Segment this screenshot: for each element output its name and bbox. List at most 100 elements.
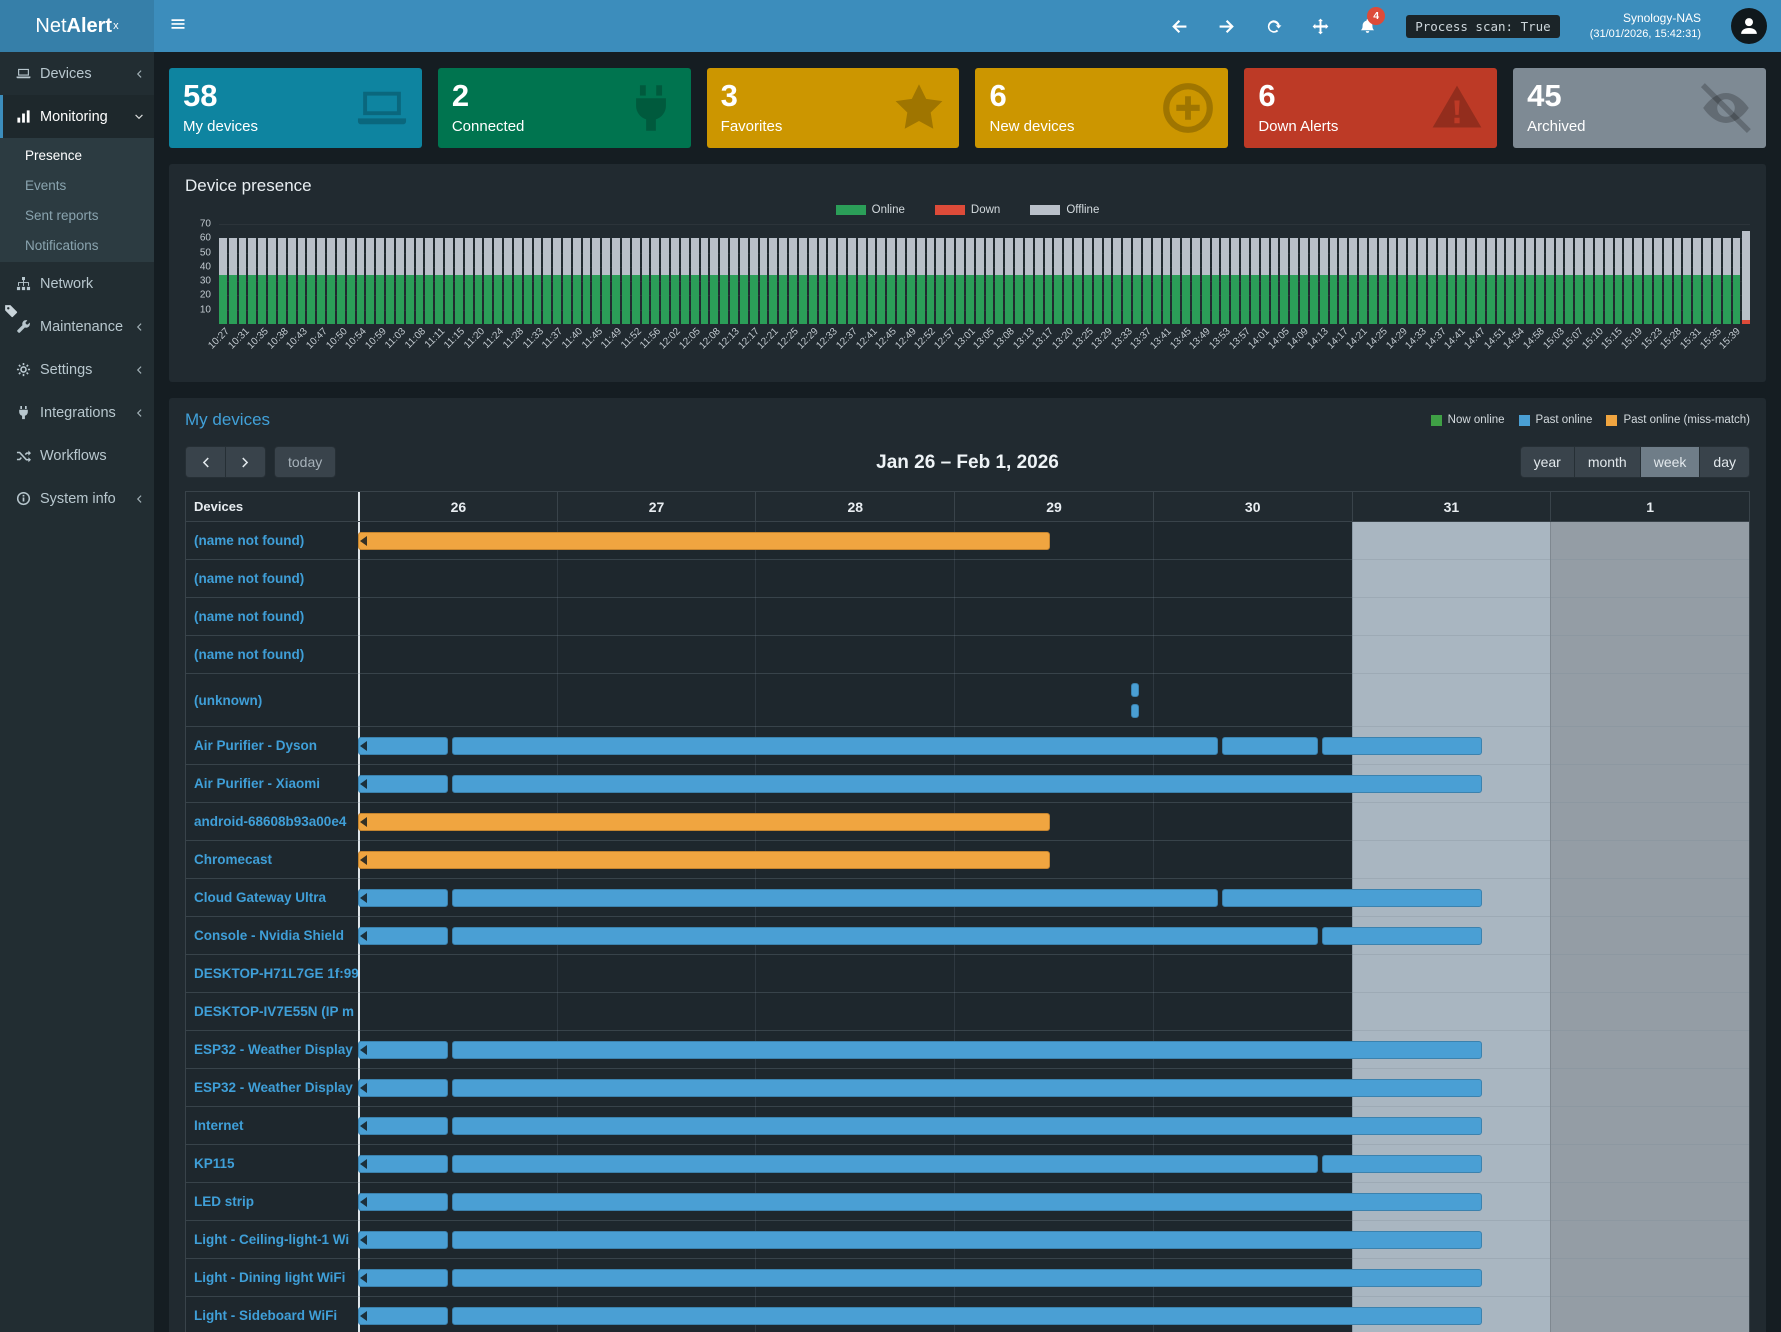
my-devices-title[interactable]: My devices [185,410,271,429]
stat-card-my-devices[interactable]: 58 My devices [169,68,422,148]
device-name-link[interactable]: Chromecast [194,852,273,867]
device-name-link[interactable]: (name not found) [194,533,305,548]
timeline-event[interactable] [358,1230,449,1249]
device-name-link[interactable]: Console - Nvidia Shield [194,928,345,943]
timeline-event[interactable] [358,1040,449,1059]
device-name-link[interactable]: Internet [194,1118,244,1133]
device-name-link[interactable]: LED strip [194,1194,255,1209]
legend-item-down[interactable]: Down [934,204,1000,216]
calendar-next-button[interactable] [225,446,266,478]
sidebar-item-system-info[interactable]: System info [0,477,154,520]
sidebar-item-settings[interactable]: Settings [0,348,154,391]
device-name-link[interactable]: Air Purifier - Dyson [194,738,318,753]
timeline-event[interactable] [1130,704,1139,718]
presence-bar [779,238,788,324]
timeline-event[interactable] [452,1116,1482,1135]
timeline-event[interactable] [358,850,1050,869]
timeline-event[interactable] [452,1040,1482,1059]
nav-forward-button[interactable] [1218,18,1235,35]
refresh-button[interactable] [1265,18,1282,35]
timeline-event[interactable] [1222,736,1318,755]
timeline-event[interactable] [358,1154,449,1173]
device-name-link[interactable]: (name not found) [194,571,305,586]
timeline-event[interactable] [358,1078,449,1097]
timeline-event[interactable] [358,1116,449,1135]
device-name-link[interactable]: (unknown) [194,692,263,708]
calendar-today-button[interactable]: today [274,446,337,478]
stat-card-favorites[interactable]: 3 Favorites [706,68,960,148]
device-name-link[interactable]: DESKTOP-H71L7GE 1f:99 [194,966,358,981]
timeline-event[interactable] [452,1306,1482,1325]
timeline-lane [358,917,1749,954]
sidebar-toggle-button[interactable] [154,0,202,52]
notifications-bell-button[interactable]: 4 [1359,6,1386,35]
timeline-event[interactable] [358,531,1050,550]
sidebar-item-network[interactable]: Network [0,262,154,305]
timeline-event[interactable] [452,1192,1482,1211]
stat-card-down-alerts[interactable]: 6 Down Alerts [1244,68,1498,148]
sidebar-subitem-events[interactable]: Events [25,177,67,193]
timeline-event[interactable] [358,1306,449,1325]
timeline-event[interactable] [358,926,449,945]
stat-value: 3 [720,78,738,113]
device-name-link[interactable]: Light - Ceiling-light-1 Wi [194,1232,350,1247]
view-year-button[interactable]: year [1519,446,1574,478]
timeline-event[interactable] [452,774,1482,793]
user-avatar[interactable] [1731,8,1767,44]
timeline-event[interactable] [1321,926,1482,945]
presence-bar [739,238,748,324]
timeline-event[interactable] [452,888,1219,907]
sidebar-item-devices[interactable]: Devices [0,52,154,95]
timeline-event[interactable] [452,736,1219,755]
timeline-event[interactable] [452,1268,1482,1287]
device-name-link[interactable]: (name not found) [194,647,305,662]
stat-card-archived[interactable]: 45 Archived [1513,68,1766,148]
device-name-link[interactable]: ESP32 - Weather Display [194,1042,353,1057]
nav-back-button[interactable] [1171,18,1188,35]
sidebar-subitem-sent-reports[interactable]: Sent reports [25,207,99,223]
device-name-link[interactable]: Cloud Gateway Ultra [194,890,327,905]
sidebar-item-workflows[interactable]: Workflows [0,434,154,477]
sidebar-item-monitoring[interactable]: Monitoring [0,95,154,138]
sidebar-item-integrations[interactable]: Integrations [0,391,154,434]
timeline-event[interactable] [1130,683,1139,697]
device-name-link[interactable]: KP115 [194,1156,235,1171]
timeline-event[interactable] [1222,888,1482,907]
view-week-button[interactable]: week [1639,446,1700,478]
view-month-button[interactable]: month [1573,446,1640,478]
sidebar-subitem-presence[interactable]: Presence [25,147,83,163]
device-name-link[interactable]: DESKTOP-IV7E55N (IP m [194,1004,355,1019]
timeline-event[interactable] [1321,736,1482,755]
timeline-event[interactable] [452,1230,1482,1249]
timeline-event[interactable] [358,812,1050,831]
device-name-link[interactable]: (name not found) [194,609,305,624]
x-tick-label: 12:33 [814,326,841,352]
app-logo[interactable]: Net Alert x [0,0,154,52]
notification-count-badge: 4 [1367,6,1386,25]
legend-item-offline[interactable]: Offline [1030,204,1099,216]
sidebar-subitem-notifications[interactable]: Notifications [25,237,99,253]
calendar-prev-button[interactable] [185,446,225,478]
timeline-event[interactable] [452,1078,1482,1097]
stat-card-connected[interactable]: 2 Connected [437,68,691,148]
move-button[interactable] [1312,18,1329,35]
stat-card-new-devices[interactable]: 6 New devices [975,68,1229,148]
sidebar-item-maintenance[interactable]: Maintenance [0,305,154,348]
day-header-26: 26 [358,492,557,521]
device-name-link[interactable]: Light - Dining light WiFi [194,1270,346,1285]
device-name-link[interactable]: Light - Sideboard WiFi [194,1308,338,1323]
event-continues-left-icon [360,816,367,827]
legend-item-online[interactable]: Online [835,204,905,216]
timeline-event[interactable] [452,926,1318,945]
timeline-event[interactable] [358,888,449,907]
device-name-link[interactable]: Air Purifier - Xiaomi [194,776,321,791]
device-name-link[interactable]: android-68608b93a00e4 [194,814,347,829]
timeline-event[interactable] [1321,1154,1482,1173]
timeline-event[interactable] [358,1192,449,1211]
timeline-event[interactable] [358,774,449,793]
device-name-link[interactable]: ESP32 - Weather Display [194,1080,353,1095]
timeline-event[interactable] [452,1154,1318,1173]
timeline-event[interactable] [358,736,449,755]
view-day-button[interactable]: day [1699,446,1750,478]
timeline-event[interactable] [358,1268,449,1287]
